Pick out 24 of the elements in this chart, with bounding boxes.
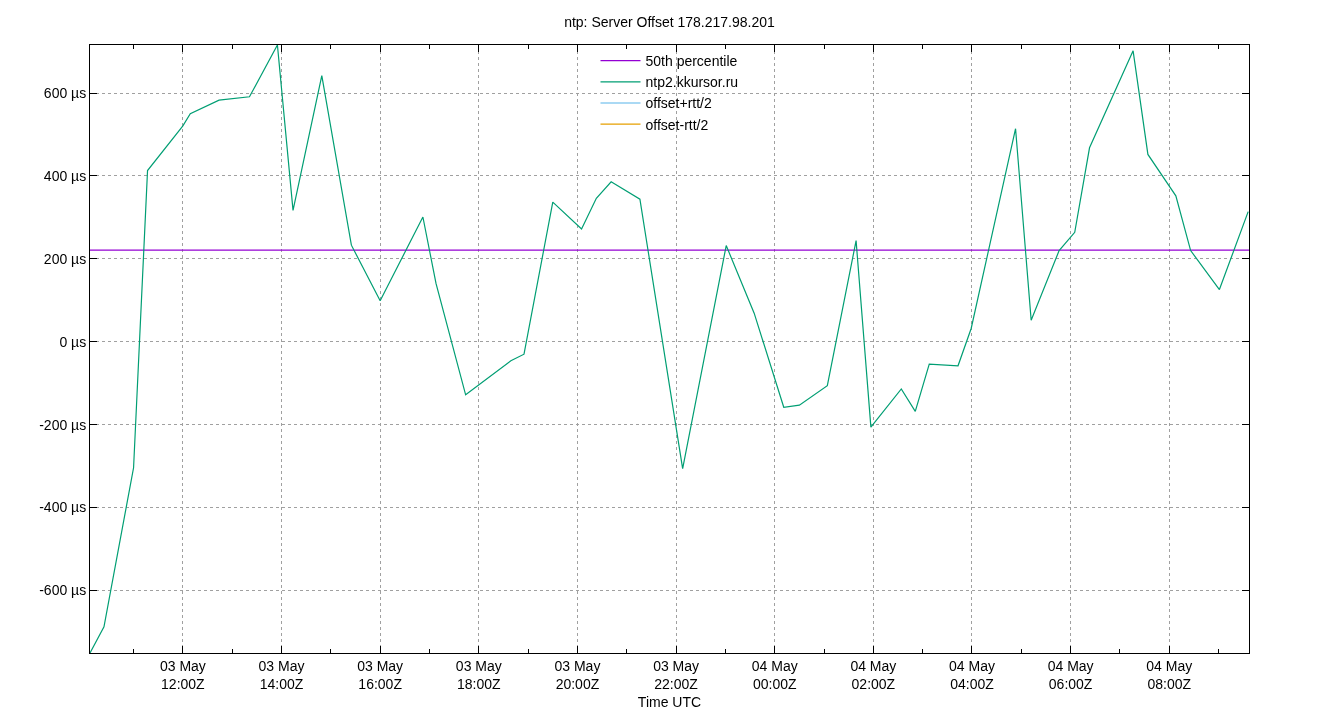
x-tick-label: 03 May 14:00Z bbox=[258, 657, 305, 692]
legend-label: 50th percentile bbox=[645, 53, 738, 70]
x-tick-label: 03 May 16:00Z bbox=[357, 657, 404, 692]
x-tick-label: 04 May 08:00Z bbox=[1146, 657, 1193, 692]
x-tick-label: 03 May 20:00Z bbox=[554, 657, 601, 692]
legend-label: offset+rtt/2 bbox=[645, 95, 712, 112]
y-tick-label: -200 µs bbox=[39, 416, 87, 433]
x-tick-label: 03 May 22:00Z bbox=[653, 657, 700, 692]
x-tick-label: 04 May 00:00Z bbox=[751, 657, 798, 692]
y-tick-label: 600 µs bbox=[43, 84, 87, 101]
x-tick-label: 04 May 02:00Z bbox=[850, 657, 897, 692]
chart-title: ntp: Server Offset 178.217.98.201 bbox=[564, 13, 776, 30]
y-tick-label: -600 µs bbox=[39, 582, 87, 599]
legend-label: ntp2.kkursor.ru bbox=[645, 74, 739, 91]
x-tick-label: 04 May 04:00Z bbox=[949, 657, 995, 692]
legend-label: offset-rtt/2 bbox=[645, 116, 709, 133]
y-tick-label: 0 µs bbox=[59, 333, 87, 350]
x-tick-label: 04 May 06:00Z bbox=[1047, 657, 1094, 692]
x-axis-title: Time UTC bbox=[637, 694, 702, 711]
x-tick-label: 03 May 12:00Z bbox=[159, 657, 206, 692]
x-tick-label: 03 May 18:00Z bbox=[455, 657, 502, 692]
y-tick-label: -400 µs bbox=[39, 499, 87, 516]
y-tick-label: 400 µs bbox=[43, 167, 87, 184]
y-tick-label: 200 µs bbox=[43, 250, 87, 267]
